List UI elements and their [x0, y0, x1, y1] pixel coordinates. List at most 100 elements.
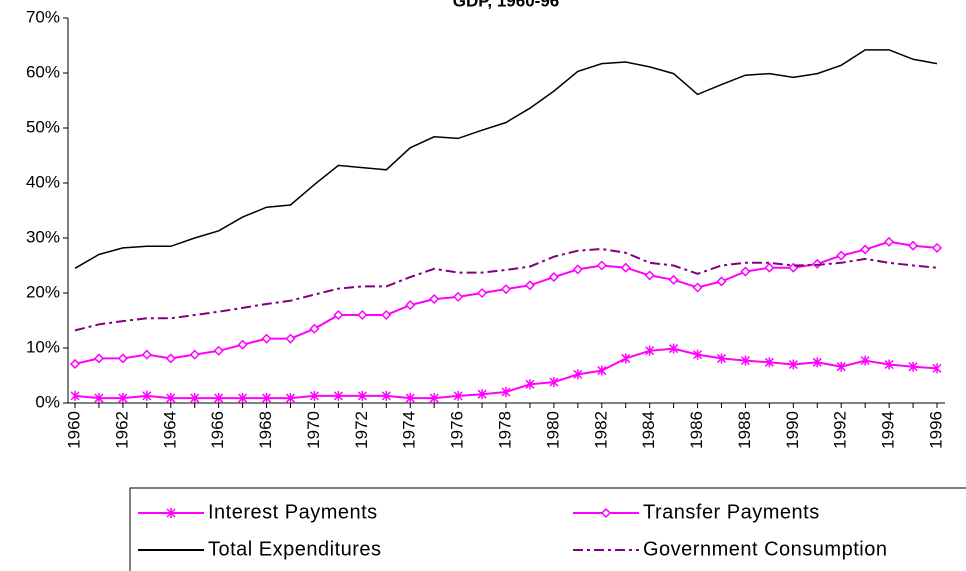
x-tick-label: 1988	[735, 411, 754, 449]
marker	[238, 393, 248, 404]
x-tick-label: 1972	[352, 411, 371, 449]
y-tick-label: 40%	[26, 172, 60, 191]
x-tick-label: 1978	[495, 411, 514, 449]
marker	[621, 353, 631, 364]
marker	[764, 357, 774, 368]
marker	[476, 287, 488, 299]
marker	[357, 390, 367, 401]
marker	[693, 349, 703, 360]
x-tick-label: 1980	[543, 411, 562, 449]
chart-title: GDP, 1960-96	[453, 0, 559, 10]
marker	[70, 390, 80, 401]
marker	[237, 339, 248, 350]
marker	[333, 309, 344, 321]
marker	[69, 358, 81, 370]
marker	[429, 293, 440, 305]
x-tick-label: 1974	[400, 411, 419, 449]
marker	[931, 242, 943, 253]
marker	[501, 387, 511, 397]
marker	[142, 390, 152, 401]
marker	[214, 393, 224, 404]
series	[69, 236, 943, 370]
marker	[860, 355, 870, 366]
x-tick-label: 1966	[208, 411, 227, 449]
marker	[692, 282, 703, 293]
marker	[381, 309, 392, 321]
x-tick-label: 1990	[783, 411, 802, 449]
marker	[453, 291, 464, 302]
x-tick-label: 1976	[448, 411, 467, 449]
marker	[117, 353, 128, 364]
y-tick-label: 10%	[26, 337, 60, 356]
line	[74, 49, 938, 269]
marker	[620, 262, 631, 273]
marker	[93, 353, 105, 364]
marker	[788, 359, 798, 370]
marker	[644, 270, 655, 281]
marker	[285, 393, 296, 404]
x-tick-label: 1986	[687, 411, 706, 449]
marker	[141, 349, 152, 360]
y-tick-label: 20%	[26, 282, 60, 301]
y-tick-label: 0%	[35, 392, 60, 411]
marker	[716, 276, 727, 287]
marker	[716, 353, 727, 364]
marker	[405, 393, 415, 404]
marker	[573, 369, 583, 380]
x-tick-label: 1964	[160, 411, 179, 449]
legend-box	[129, 487, 966, 571]
x-tick-label: 1960	[64, 411, 83, 449]
marker	[860, 244, 871, 255]
marker	[166, 393, 176, 404]
marker	[309, 323, 320, 334]
marker	[190, 393, 200, 404]
y-tick-label: 50%	[26, 117, 60, 136]
marker	[548, 271, 559, 283]
x-tick-label: 1992	[831, 411, 850, 449]
marker	[740, 266, 751, 277]
marker	[189, 349, 200, 360]
legend-label: Government Consumption	[643, 538, 887, 560]
marker	[309, 390, 319, 401]
marker	[213, 345, 224, 356]
marker	[740, 355, 750, 366]
marker	[600, 507, 612, 519]
y-tick-label: 70%	[26, 7, 60, 26]
marker	[908, 361, 918, 372]
marker	[453, 390, 463, 401]
marker	[932, 363, 942, 374]
marker	[285, 333, 296, 344]
marker	[166, 508, 176, 518]
line	[74, 240, 938, 365]
marker	[405, 300, 416, 311]
marker	[668, 274, 679, 285]
marker	[884, 236, 895, 247]
marker	[884, 359, 894, 370]
marker	[764, 262, 775, 273]
y-tick-label: 60%	[26, 62, 60, 81]
marker	[669, 343, 679, 354]
marker	[262, 393, 272, 404]
marker	[118, 393, 128, 404]
marker	[549, 377, 559, 388]
x-tick-label: 1970	[304, 411, 323, 449]
marker	[333, 390, 343, 401]
x-tick-label: 1968	[256, 411, 275, 449]
marker	[357, 309, 368, 321]
marker	[500, 284, 512, 295]
series	[70, 343, 942, 404]
x-tick-label: 1994	[879, 411, 898, 449]
marker	[812, 357, 822, 368]
legend-label: Transfer Payments	[643, 501, 820, 523]
marker	[572, 264, 583, 275]
marker	[429, 393, 439, 404]
marker	[524, 280, 536, 291]
legend-label: Total Expenditures	[208, 538, 382, 560]
marker	[261, 333, 272, 344]
x-tick-label: 1996	[926, 411, 945, 449]
x-tick-label: 1962	[112, 411, 131, 449]
x-tick-label: 1984	[639, 411, 658, 449]
marker	[645, 345, 655, 356]
x-tick-label: 1982	[591, 411, 610, 449]
y-tick-label: 30%	[26, 227, 60, 246]
